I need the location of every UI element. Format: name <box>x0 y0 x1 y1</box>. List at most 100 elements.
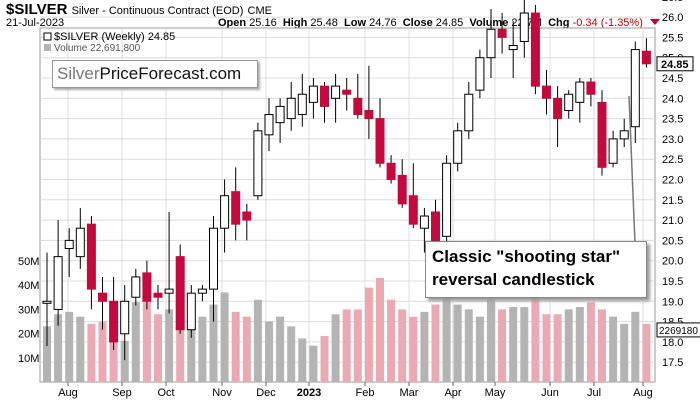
price-tick-label: 26.5 <box>662 0 683 4</box>
candle-body <box>442 162 452 237</box>
volume-bar <box>631 311 640 382</box>
volume-tick-label: 30M <box>18 304 39 316</box>
volume-bar <box>220 292 229 382</box>
volume-bar <box>165 309 174 382</box>
volume-last-label: 2269180 <box>659 326 698 337</box>
chg-value: -0.34 (-1.35%) <box>572 17 643 29</box>
volume-bar <box>120 340 129 382</box>
high-label: High <box>282 17 308 29</box>
candle-body <box>475 57 485 91</box>
time-tick-label: Feb <box>356 387 375 399</box>
candle-body <box>386 162 396 180</box>
candle-body <box>486 28 496 59</box>
candle-body <box>98 292 107 302</box>
volume-bar <box>609 316 618 382</box>
candle-body <box>142 272 152 302</box>
price-tick-label: 21.0 <box>662 215 683 227</box>
candle-body <box>275 105 285 124</box>
volume-bar <box>65 311 74 382</box>
volume-bar <box>287 326 296 382</box>
price-tick-label: 19.5 <box>662 276 683 288</box>
volume-bar <box>298 338 307 382</box>
candle-body <box>519 12 529 42</box>
price-tick-label: 23.0 <box>662 134 683 146</box>
exchange: CME <box>247 5 272 17</box>
candle-body <box>42 300 52 304</box>
volume-bar <box>498 309 507 382</box>
candle-body <box>364 109 374 120</box>
chart-menu-caret-icon[interactable] <box>650 19 660 25</box>
candle-body <box>308 85 318 103</box>
watermark-part1: Silver <box>57 64 100 83</box>
candle-body <box>553 97 563 120</box>
volume-bar <box>531 297 540 382</box>
volume-bar <box>620 323 629 382</box>
time-tick-label: Aug <box>58 387 78 399</box>
candle-body <box>53 256 63 310</box>
volume-bar <box>464 309 473 382</box>
volume-tick-label: 50M <box>18 256 39 268</box>
price-tick-label: 17.5 <box>662 357 683 369</box>
price-tick-label: 24.5 <box>662 73 683 85</box>
candle-body <box>320 85 329 107</box>
volume-bar <box>520 306 529 382</box>
time-tick-label: Oct <box>157 387 174 399</box>
candle-body <box>508 45 518 51</box>
candle-body <box>186 292 196 331</box>
time-tick-label: May <box>485 387 506 399</box>
price-legend-label: $SILVER (Weekly) 24.85 <box>54 31 175 43</box>
volume-bar <box>442 273 451 382</box>
time-tick-label: Aug <box>633 387 653 399</box>
volume-bar <box>198 316 207 382</box>
volume-bar <box>242 316 251 382</box>
volume-label: Volume <box>469 17 509 29</box>
candle-body <box>242 211 252 221</box>
candle-body <box>297 93 307 116</box>
volume-bar <box>154 314 162 382</box>
volume-bar <box>364 287 373 382</box>
candle-body <box>453 130 463 164</box>
candle-body <box>120 300 130 335</box>
volume-bar <box>564 309 573 382</box>
time-tick-label: Nov <box>212 387 232 399</box>
volume-bar <box>331 314 340 382</box>
candle-body <box>109 300 119 343</box>
annotation-callout: Classic "shooting star" reversal candles… <box>425 241 647 298</box>
volume-bar <box>387 299 396 382</box>
volume-bar <box>176 302 185 382</box>
volume-bar <box>187 297 196 382</box>
volume-bar <box>209 304 218 382</box>
volume-bar <box>342 309 351 382</box>
time-tick-label: Mar <box>400 387 419 399</box>
watermark-part2: PriceForecast.com <box>99 64 242 83</box>
candle-body <box>286 97 296 120</box>
annotation-line1: Classic "shooting star" <box>432 247 621 266</box>
candle-body <box>253 130 263 197</box>
chg-label: Chg <box>548 17 570 29</box>
volume-bar <box>98 321 107 382</box>
price-tick-label: 24.0 <box>662 93 683 105</box>
volume-bar <box>376 277 384 382</box>
volume-bar <box>309 345 318 382</box>
open-value: 25.16 <box>249 17 277 29</box>
annotation-pointer <box>628 95 637 269</box>
candle-body <box>564 93 574 111</box>
candle-body <box>220 195 230 229</box>
price-tick-label: 22.0 <box>662 175 683 187</box>
volume-bar <box>487 297 495 382</box>
candle-body <box>64 239 74 250</box>
candle-body <box>197 288 207 294</box>
time-tick-label: Sep <box>112 387 132 399</box>
last-price-marker <box>656 56 694 72</box>
candle-body <box>586 81 596 95</box>
volume-tick-label: 20M <box>18 329 39 341</box>
volume-bar <box>598 309 606 382</box>
candle-body <box>619 130 629 140</box>
symbol: $SILVER <box>6 1 68 18</box>
volume-bar <box>642 323 651 382</box>
candle-body <box>375 118 385 164</box>
watermark-logo: SilverPriceForecast.com <box>52 60 258 88</box>
candle-body <box>397 174 407 205</box>
candle-body <box>630 49 640 128</box>
candle-body <box>86 223 96 290</box>
